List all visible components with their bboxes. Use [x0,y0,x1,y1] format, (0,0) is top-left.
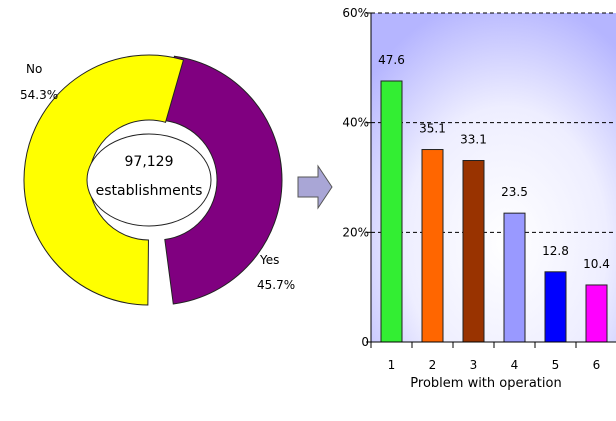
slice-value-no: 54.3% [20,88,58,102]
right-arrow-icon [297,164,333,210]
bar-5 [544,271,567,343]
data-labels: 47.6 35.1 33.1 23.5 12.8 10.4 [378,53,610,271]
x-tick-label-2: 2 [429,358,437,372]
data-label-2: 35.1 [419,122,446,136]
x-tick-label-3: 3 [470,358,478,372]
x-tick-label-1: 1 [388,358,396,372]
x-tick-label-4: 4 [511,358,519,372]
donut-slice-yes [164,55,283,305]
x-tick-label-6: 6 [593,358,601,372]
data-label-1: 47.6 [378,53,405,67]
slice-label-yes: Yes [259,253,279,267]
x-axis-title: Problem with operation [410,376,561,391]
slice-label-no: No [26,62,42,76]
bar-3 [462,160,485,343]
donut-chart [23,54,283,306]
plot-area [371,13,616,342]
y-tick-label: 40% [342,116,369,130]
x-tick-labels: 1 2 3 4 5 6 [388,358,601,372]
y-tick-labels: 0 20% 40% 60% [342,6,369,349]
bars [380,80,608,343]
bar-2 [421,149,444,343]
y-tick-label: 0 [361,335,369,349]
bar-1 [380,80,403,343]
donut-center-hole [86,133,212,227]
data-label-6: 10.4 [583,257,610,271]
axes [366,12,616,348]
gridlines [371,12,616,233]
x-tick-label-5: 5 [552,358,560,372]
y-tick-label: 60% [342,6,369,20]
bar-6 [585,284,608,343]
donut-center-unit: establishments [96,183,203,199]
donut-center-count: 97,129 [125,154,174,170]
bar-4 [503,212,526,343]
data-label-5: 12.8 [542,244,569,258]
data-label-4: 23.5 [501,185,528,199]
y-tick-label: 20% [342,225,369,239]
data-label-3: 33.1 [460,133,487,147]
slice-value-yes: 45.7% [257,278,295,292]
